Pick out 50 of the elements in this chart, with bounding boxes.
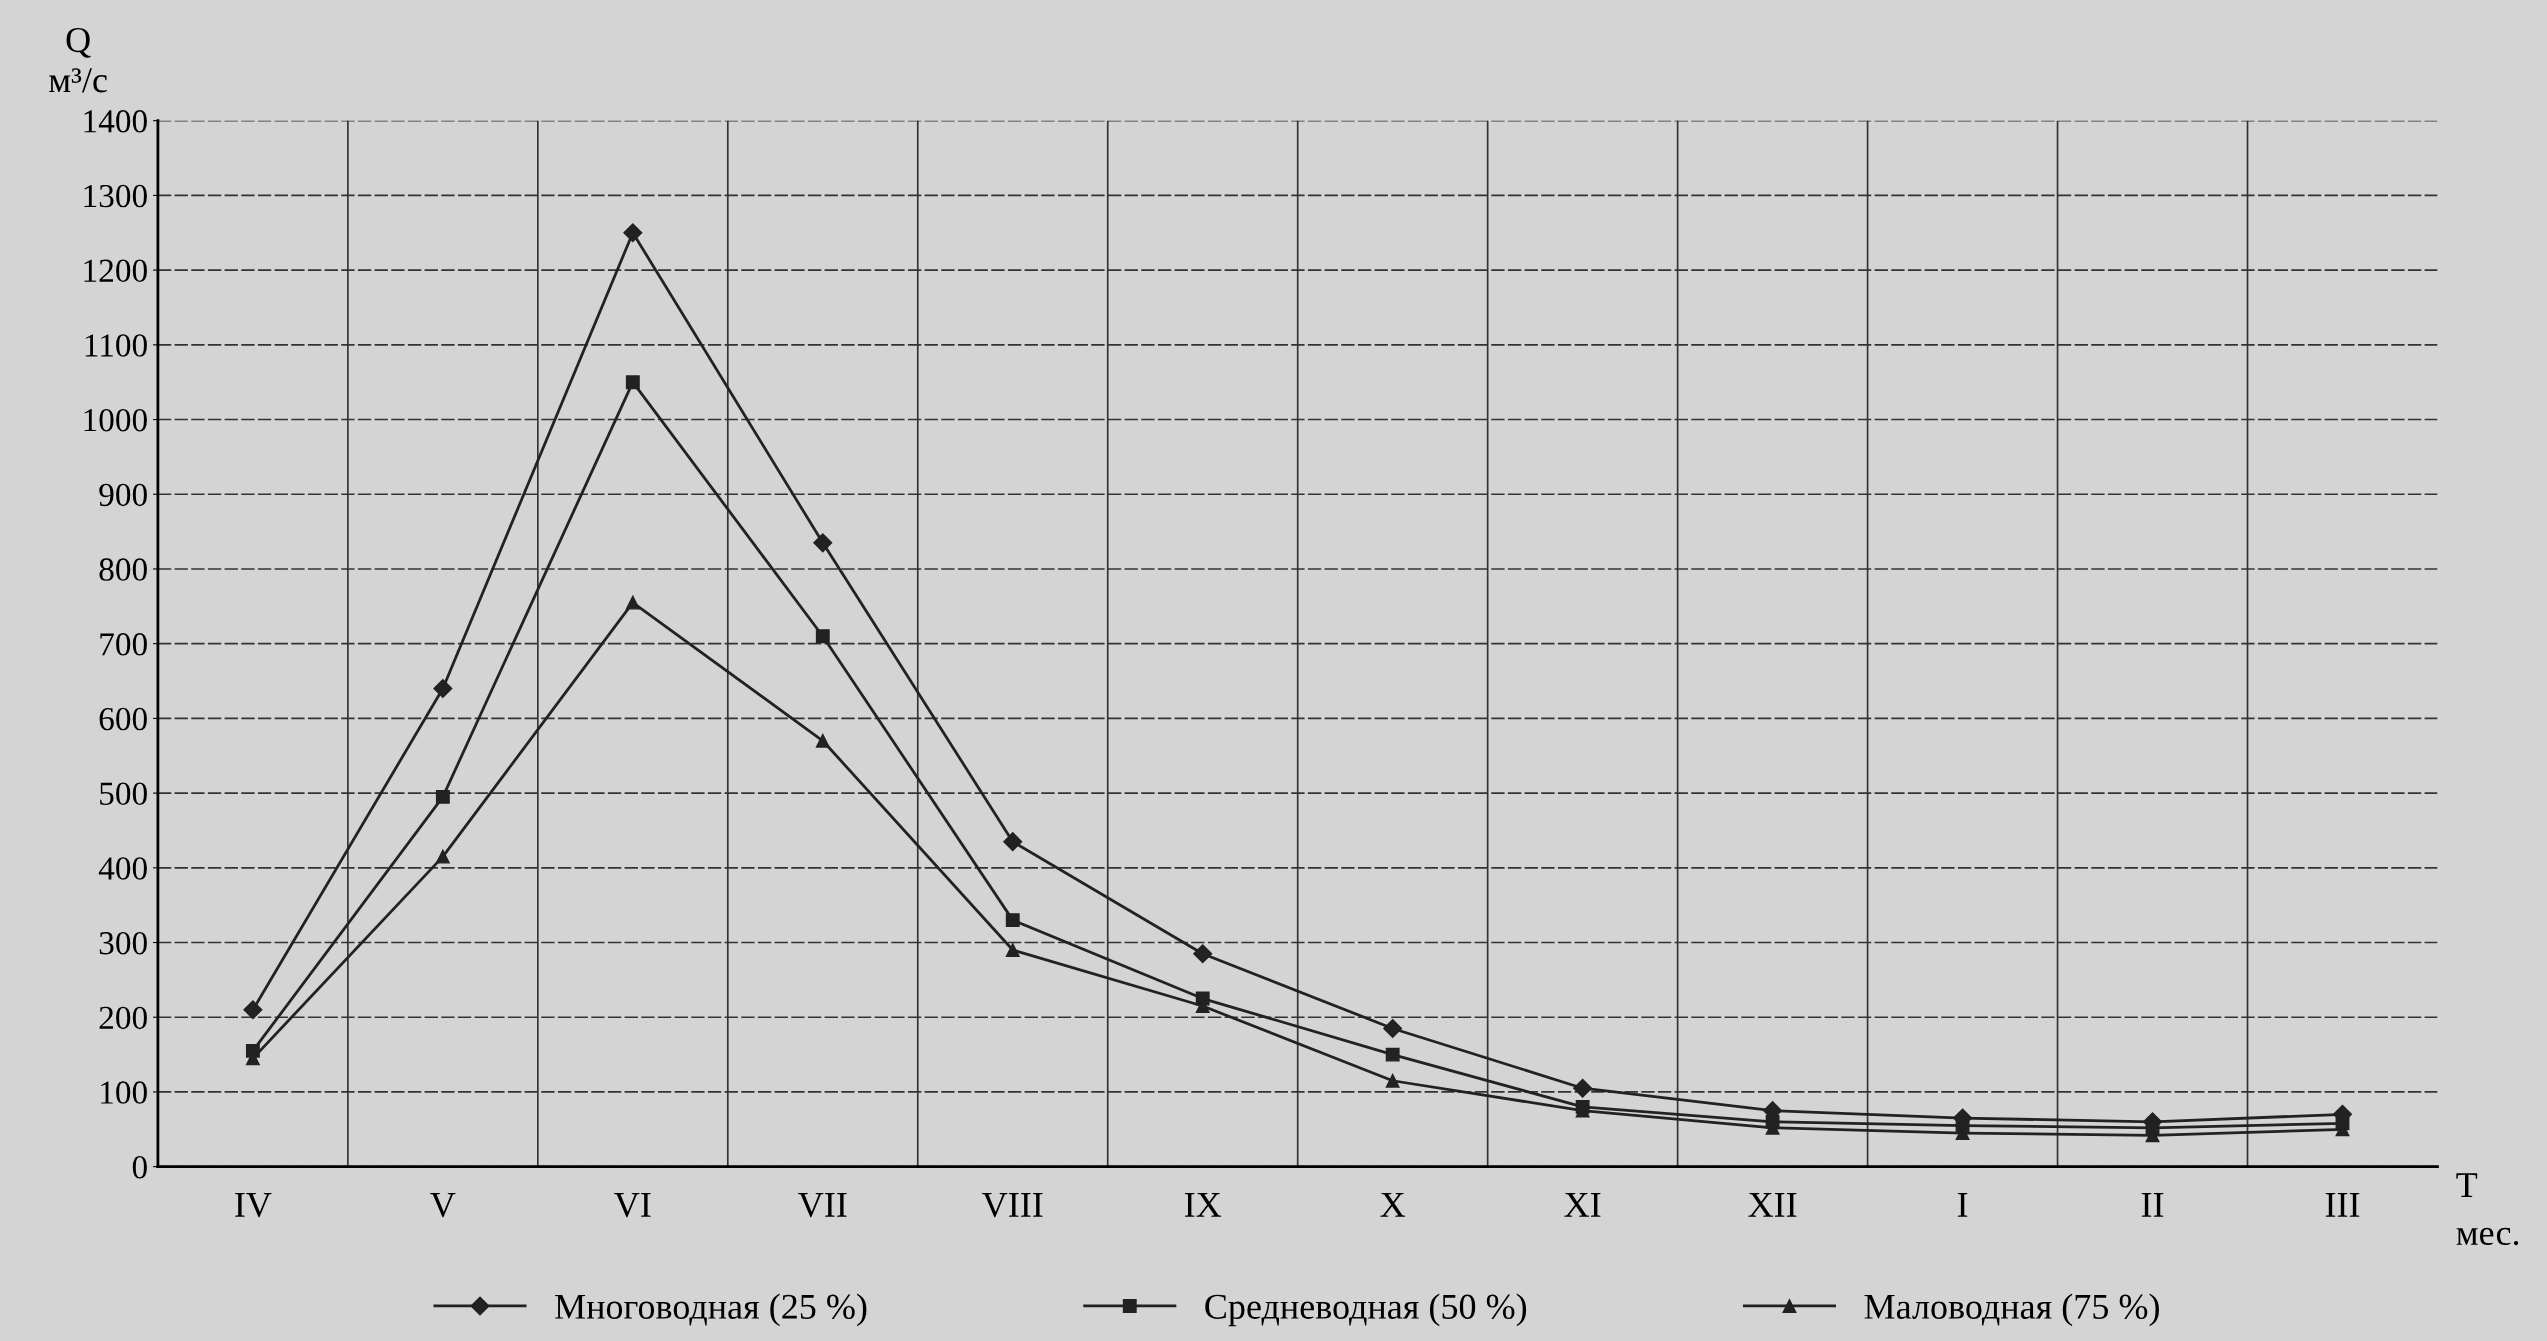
y-tick-label: 1300 — [84, 184, 147, 208]
y-tick-label: 200 — [99, 1006, 147, 1030]
point — [435, 789, 450, 804]
point — [1385, 1047, 1400, 1062]
x-tick-label: II — [2141, 1193, 2164, 1217]
legend-label: Средневодная (50 %) — [1205, 1293, 1527, 1327]
x-tick-label: IX — [1184, 1193, 1222, 1217]
x-tick-label: VIII — [982, 1193, 1043, 1218]
x-tick-label: VI — [614, 1193, 651, 1218]
x-tick-label: III — [2325, 1193, 2360, 1217]
point — [815, 629, 830, 644]
point — [625, 375, 640, 390]
y-tick-label: 0 — [132, 1156, 147, 1179]
x-tick-label: XII — [1748, 1193, 1797, 1217]
point — [1573, 1078, 1593, 1098]
point — [433, 678, 453, 699]
legend-label: Многоводная (25 %) — [555, 1293, 867, 1327]
point — [1383, 1018, 1403, 1038]
point — [813, 533, 833, 553]
y-tick-label: 500 — [100, 782, 147, 805]
y-tick-label: 600 — [99, 707, 147, 731]
y-tick-label: 1000 — [84, 408, 147, 432]
x-tick-label: IV — [235, 1193, 272, 1218]
point — [435, 849, 450, 864]
y-tick-label: 700 — [100, 633, 147, 656]
legend-label: Маловодная (75 %) — [1864, 1293, 2159, 1327]
point — [623, 223, 643, 243]
point — [1003, 832, 1023, 852]
x-tick-label: V — [430, 1193, 456, 1218]
y-tick-label: 400 — [98, 857, 147, 880]
x-tick-label: VII — [798, 1193, 847, 1218]
point — [243, 1000, 263, 1020]
point — [1385, 1073, 1400, 1088]
point — [1005, 943, 1020, 957]
y-tick-label: 1400 — [84, 110, 147, 133]
point — [1193, 944, 1213, 964]
x-tick-label: X — [1380, 1193, 1406, 1217]
point — [815, 733, 830, 748]
x-axis-title: T мес. — [2456, 1173, 2519, 1246]
y-tick-label: 300 — [99, 931, 147, 955]
point — [1005, 913, 1020, 928]
y-tick-label: 800 — [99, 558, 147, 581]
y-axis-title: Q м³/с — [49, 27, 107, 93]
y-tick-label: 100 — [101, 1081, 147, 1104]
x-tick-label: XI — [1564, 1193, 1601, 1217]
x-tick-label: I — [1957, 1193, 1968, 1217]
point — [625, 595, 640, 610]
y-tick-label: 900 — [99, 483, 147, 507]
y-tick-label: 1100 — [85, 334, 147, 357]
y-tick-label: 1200 — [84, 259, 147, 283]
